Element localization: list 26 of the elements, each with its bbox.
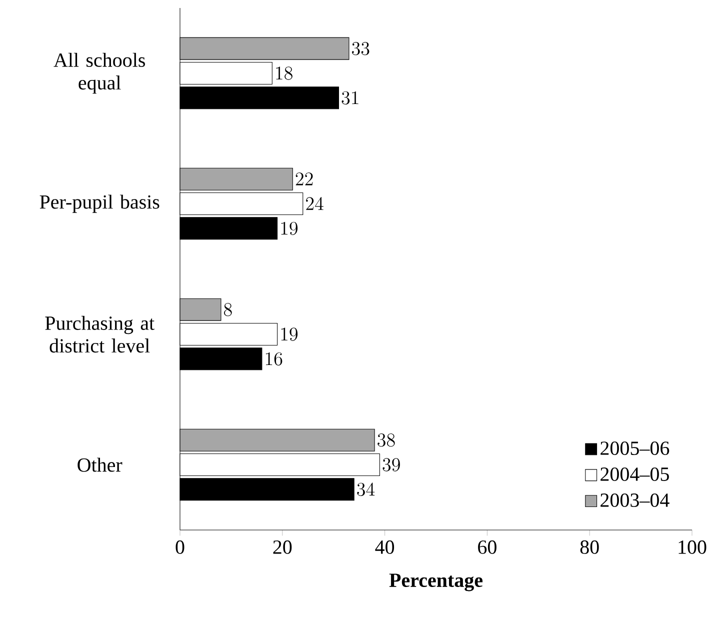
data-label: 19 [281,328,298,341]
data-label: 8 [224,303,232,316]
y-tick-label: Other [78,458,122,472]
data-label: 22 [296,172,313,186]
x-tick-label: 20 [273,540,292,554]
data-label: 18 [276,66,292,80]
x-tick-label: 40 [375,540,394,554]
x-tick-label: 80 [580,540,599,554]
legend-label: 2003–04 [600,493,670,507]
x-tick-label: 100 [678,540,706,554]
x-axis-title: Percentage [389,574,483,592]
x-tick-label: 60 [478,540,496,554]
data-label: 39 [382,458,400,472]
y-tick-label: Purchasing at district level [45,316,154,353]
data-label: 24 [306,196,324,210]
data-label: 31 [342,91,358,104]
y-tick-label: All schools equal [54,52,145,94]
x-tick-label: 0 [176,540,184,554]
data-label: 34 [357,482,375,496]
data-label: 33 [352,42,370,56]
legend-label: 2004–05 [600,467,669,481]
legend-label: 2005–06 [600,442,670,455]
data-label: 19 [281,222,298,235]
data-label: 38 [378,434,395,447]
y-tick-label: Per-pupil basis [40,194,160,213]
data-label: 16 [266,352,282,366]
